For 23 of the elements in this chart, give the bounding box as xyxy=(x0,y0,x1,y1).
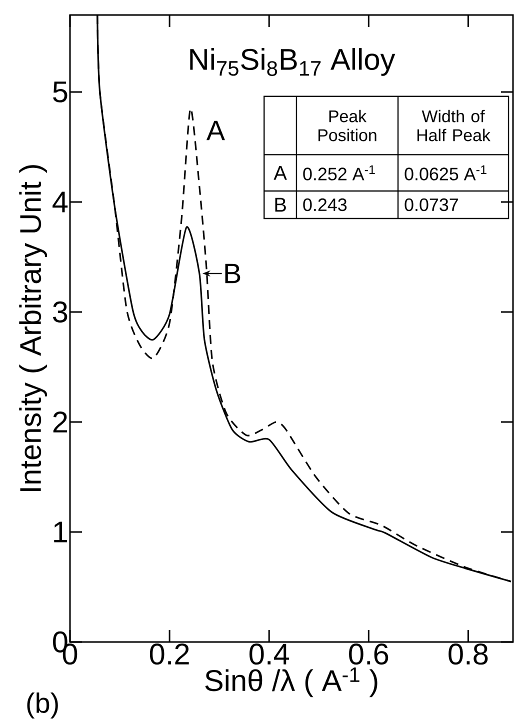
x-tick-label: 0.8 xyxy=(448,644,488,665)
y-tick-label: 2 xyxy=(53,412,67,432)
series-label: A xyxy=(206,120,225,140)
x-tick-label: 0.4 xyxy=(250,644,290,665)
y-tick-label: 1 xyxy=(54,522,68,542)
legend-label: B xyxy=(225,264,240,284)
x-tick-label: 0.2 xyxy=(150,644,189,665)
annotation: 0.0625 A$^{-1}$ xyxy=(404,165,486,180)
annotation: 0.243 xyxy=(303,198,347,212)
annotation: Peak Position xyxy=(318,110,376,142)
text: Ni$_{75}$Si$_{8}$B$_{17}$ Alloy xyxy=(190,48,396,76)
y-tick-label: 3 xyxy=(53,301,68,323)
y-tick-label: 4 xyxy=(52,192,68,212)
annotation: A xyxy=(274,166,287,180)
annotation: Width of Half Peak xyxy=(417,110,490,142)
annotation: B xyxy=(275,198,286,212)
text: (b) xyxy=(27,692,58,718)
annotation: 0.252 A$^{-1}$ xyxy=(303,165,375,180)
y-tick-label: 5 xyxy=(53,82,68,102)
y-axis-title: Intensity ( Arbitrary Unit ) xyxy=(19,165,48,491)
annotation: 0.0737 xyxy=(404,198,458,212)
x-axis-title: Sinθ /λ ( A$^{-1}$ ) xyxy=(205,668,378,698)
x-tick-label: 0.6 xyxy=(349,644,388,665)
